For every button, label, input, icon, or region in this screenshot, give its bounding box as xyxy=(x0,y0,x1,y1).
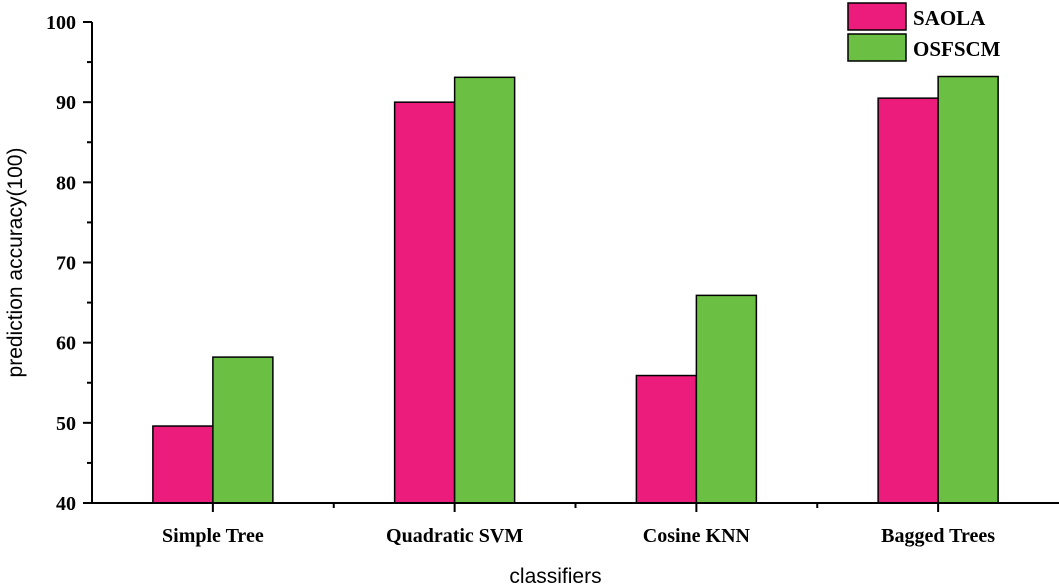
y-tick-label: 60 xyxy=(56,333,76,355)
legend-label-osfscm: OSFSCM xyxy=(913,37,1001,61)
bars-group xyxy=(152,75,999,504)
bar-osfscm xyxy=(695,294,758,504)
legend: SAOLA OSFSCM xyxy=(847,2,1001,62)
bar-saola xyxy=(152,425,214,504)
y-tick-label: 80 xyxy=(56,172,76,194)
legend-label-saola: SAOLA xyxy=(913,6,986,30)
bar-saola xyxy=(635,374,698,504)
y-ticks-group: 40 50 60 70 80 90 100 xyxy=(46,12,92,515)
bar-osfscm xyxy=(212,356,274,504)
x-tick-label: Simple Tree xyxy=(162,525,264,547)
bar-osfscm xyxy=(453,76,516,504)
x-tick-label: Cosine KNN xyxy=(643,525,751,547)
y-tick-label: 100 xyxy=(46,12,76,34)
y-tick-label: 90 xyxy=(56,92,76,114)
legend-swatch-saola xyxy=(847,2,907,31)
legend-swatch-osfscm xyxy=(847,33,907,62)
x-ticks-group: Simple Tree Quadratic SVM Cosine KNN Bagged… xyxy=(162,503,995,547)
bar-saola xyxy=(877,97,939,504)
y-tick-label: 70 xyxy=(56,253,76,275)
x-axis-title: classifiers xyxy=(509,565,601,587)
x-tick-label: Bagged Trees xyxy=(881,525,995,547)
y-axis-title: prediction accuracy(100) xyxy=(4,148,27,378)
x-tick-label: Quadratic SVM xyxy=(386,525,523,547)
bar-saola xyxy=(393,101,456,504)
bar-osfscm xyxy=(937,75,999,504)
y-tick-label: 50 xyxy=(56,413,76,435)
y-tick-label: 40 xyxy=(56,493,76,515)
